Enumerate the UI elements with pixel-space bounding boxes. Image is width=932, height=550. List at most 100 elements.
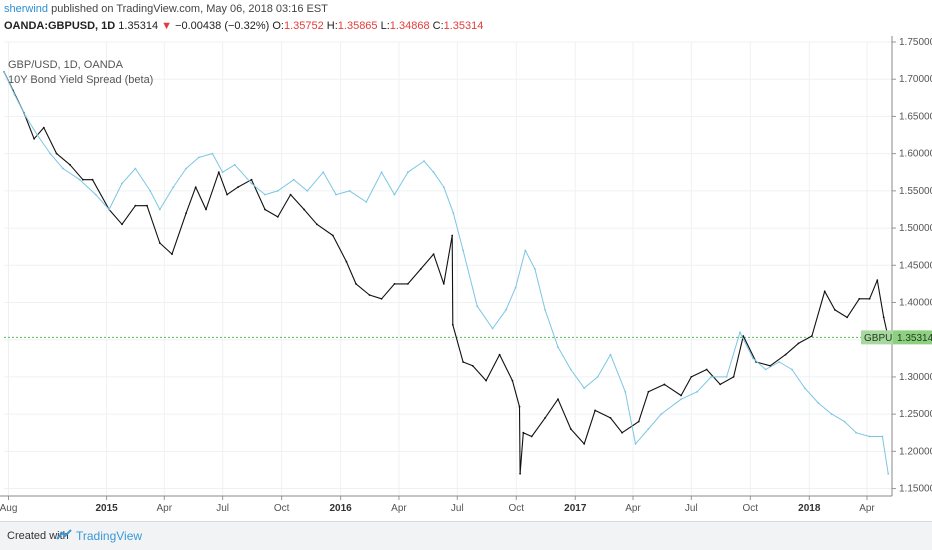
bond-spread-point bbox=[3, 70, 5, 73]
gbpusd-point bbox=[432, 253, 435, 256]
gbpusd-point bbox=[264, 208, 266, 211]
gbpusd-point bbox=[784, 353, 787, 356]
open-value: 1.35752 bbox=[283, 20, 324, 32]
bond-spread-point bbox=[739, 331, 741, 334]
gbpusd-point bbox=[876, 279, 879, 282]
chart-area[interactable]: 1.75000 1.70000 1.65000 1.60000 1.55000 1.500… bbox=[0, 36, 932, 521]
bond-spread-point bbox=[250, 182, 253, 185]
footer: Created with TradingView bbox=[0, 521, 932, 550]
gbpusd-point bbox=[55, 152, 58, 155]
bond-spread-point bbox=[62, 167, 64, 170]
gbpusd-point bbox=[171, 253, 173, 256]
y-tick-label: 1.15000 bbox=[899, 484, 932, 495]
bond-spread-point bbox=[432, 171, 435, 174]
y-tick-label: 1.20000 bbox=[899, 446, 932, 457]
gbpusd-point bbox=[705, 368, 708, 371]
gbpusd-point bbox=[276, 216, 279, 218]
y-tick-label: 1.70000 bbox=[899, 74, 932, 85]
bond-spread-point bbox=[803, 387, 806, 389]
gbpusd-point bbox=[680, 394, 682, 397]
bond-spread-point bbox=[634, 443, 637, 445]
publish-info: sherwind published on TradingView.com, M… bbox=[0, 0, 932, 18]
gbpusd-point bbox=[858, 297, 861, 300]
bond-spread-point bbox=[365, 201, 368, 203]
gbpusd-point bbox=[217, 171, 220, 174]
bond-spread-point bbox=[393, 193, 396, 196]
gbpusd-point bbox=[332, 234, 334, 237]
y-tick-label: 1.65000 bbox=[899, 111, 932, 122]
x-tick-label: Jul bbox=[216, 503, 229, 514]
bond-spread-point bbox=[36, 134, 39, 136]
gbpusd-point bbox=[33, 137, 35, 140]
gbpusd-point bbox=[690, 376, 693, 378]
author-link[interactable]: sherwind bbox=[4, 3, 49, 15]
bond-spread-point bbox=[696, 390, 698, 393]
bond-spread-point bbox=[476, 305, 479, 308]
gbpusd-point bbox=[742, 335, 745, 337]
x-tick-label: 2016 bbox=[329, 503, 352, 514]
bond-spread-point bbox=[660, 413, 663, 415]
price-tag-symbol: GBPUSD bbox=[864, 333, 906, 344]
created-with-label: Created with bbox=[7, 530, 69, 542]
gbpusd-point bbox=[797, 342, 800, 345]
high-value: 1.35865 bbox=[337, 20, 378, 32]
gbpusd-point bbox=[289, 193, 292, 196]
gbpusd-point bbox=[732, 376, 735, 378]
bond-spread-point bbox=[524, 249, 527, 252]
price-tag-value: 1.35314 bbox=[897, 333, 932, 344]
gbpusd-point bbox=[226, 193, 229, 196]
gbpusd-point bbox=[518, 405, 521, 408]
x-tick-label: Aug bbox=[0, 503, 17, 514]
gbpusd-point bbox=[609, 417, 612, 419]
gbpusd-point bbox=[237, 186, 239, 189]
gbpusd-point bbox=[583, 443, 586, 445]
x-tick-label: 2017 bbox=[564, 503, 587, 514]
gbpusd-point bbox=[485, 379, 487, 382]
gbpusd-point bbox=[868, 297, 871, 300]
gbpusd-point bbox=[719, 383, 722, 386]
gbpusd-point bbox=[69, 163, 71, 166]
gbpusd-point bbox=[522, 431, 525, 434]
bond-spread-point bbox=[149, 190, 152, 192]
gbpusd-point bbox=[882, 316, 885, 319]
bond-spread-point bbox=[583, 387, 586, 389]
bond-spread-point bbox=[569, 368, 572, 371]
gbpusd-point bbox=[205, 208, 207, 211]
bond-spread-point bbox=[452, 212, 455, 215]
bond-spread-point bbox=[534, 268, 536, 270]
bond-spread-point bbox=[94, 193, 97, 196]
bond-spread-point bbox=[791, 368, 793, 371]
gbpusd-point bbox=[498, 353, 501, 356]
ohlc-bar: OANDA:GBPUSD, 1D 1.35314 ▼ −0.00438 (−0.… bbox=[0, 20, 932, 36]
price-chart[interactable]: 1.75000 1.70000 1.65000 1.60000 1.55000 1.500… bbox=[0, 36, 932, 521]
tradingview-logo-icon bbox=[56, 529, 72, 540]
y-tick-label: 1.40000 bbox=[899, 297, 932, 308]
tradingview-brand[interactable]: TradingView bbox=[76, 529, 143, 543]
y-tick-label: 1.55000 bbox=[899, 186, 932, 197]
bond-spread-point bbox=[322, 171, 325, 174]
gbpusd-point bbox=[569, 428, 572, 430]
gbpusd-point bbox=[303, 208, 305, 211]
gbpusd-point bbox=[82, 178, 84, 181]
x-tick-label: Jul bbox=[451, 503, 464, 514]
gbpusd-point bbox=[530, 435, 533, 438]
gbpusd-point bbox=[194, 186, 197, 189]
bond-spread-point bbox=[335, 193, 337, 196]
x-tick-label: Apr bbox=[625, 503, 641, 514]
symbol-label: OANDA:GBPUSD, 1D bbox=[4, 20, 116, 32]
gbpusd-point bbox=[637, 420, 640, 423]
x-tick-label: Oct bbox=[743, 503, 759, 514]
series-layer bbox=[3, 70, 890, 475]
bond-spread-point bbox=[423, 160, 425, 162]
x-tick-label: Apr bbox=[859, 503, 875, 514]
high-label: H: bbox=[326, 20, 338, 32]
gbpusd-point bbox=[380, 297, 383, 300]
gbpusd-point bbox=[663, 383, 666, 386]
y-tick-label: 1.75000 bbox=[899, 37, 932, 48]
bond-spread-point bbox=[276, 190, 279, 192]
bond-spread-point bbox=[830, 413, 833, 415]
bond-spread-point bbox=[348, 190, 351, 192]
gbpusd-point bbox=[407, 283, 409, 285]
gbpusd-point bbox=[91, 178, 94, 181]
gbpusd-point bbox=[811, 335, 813, 337]
